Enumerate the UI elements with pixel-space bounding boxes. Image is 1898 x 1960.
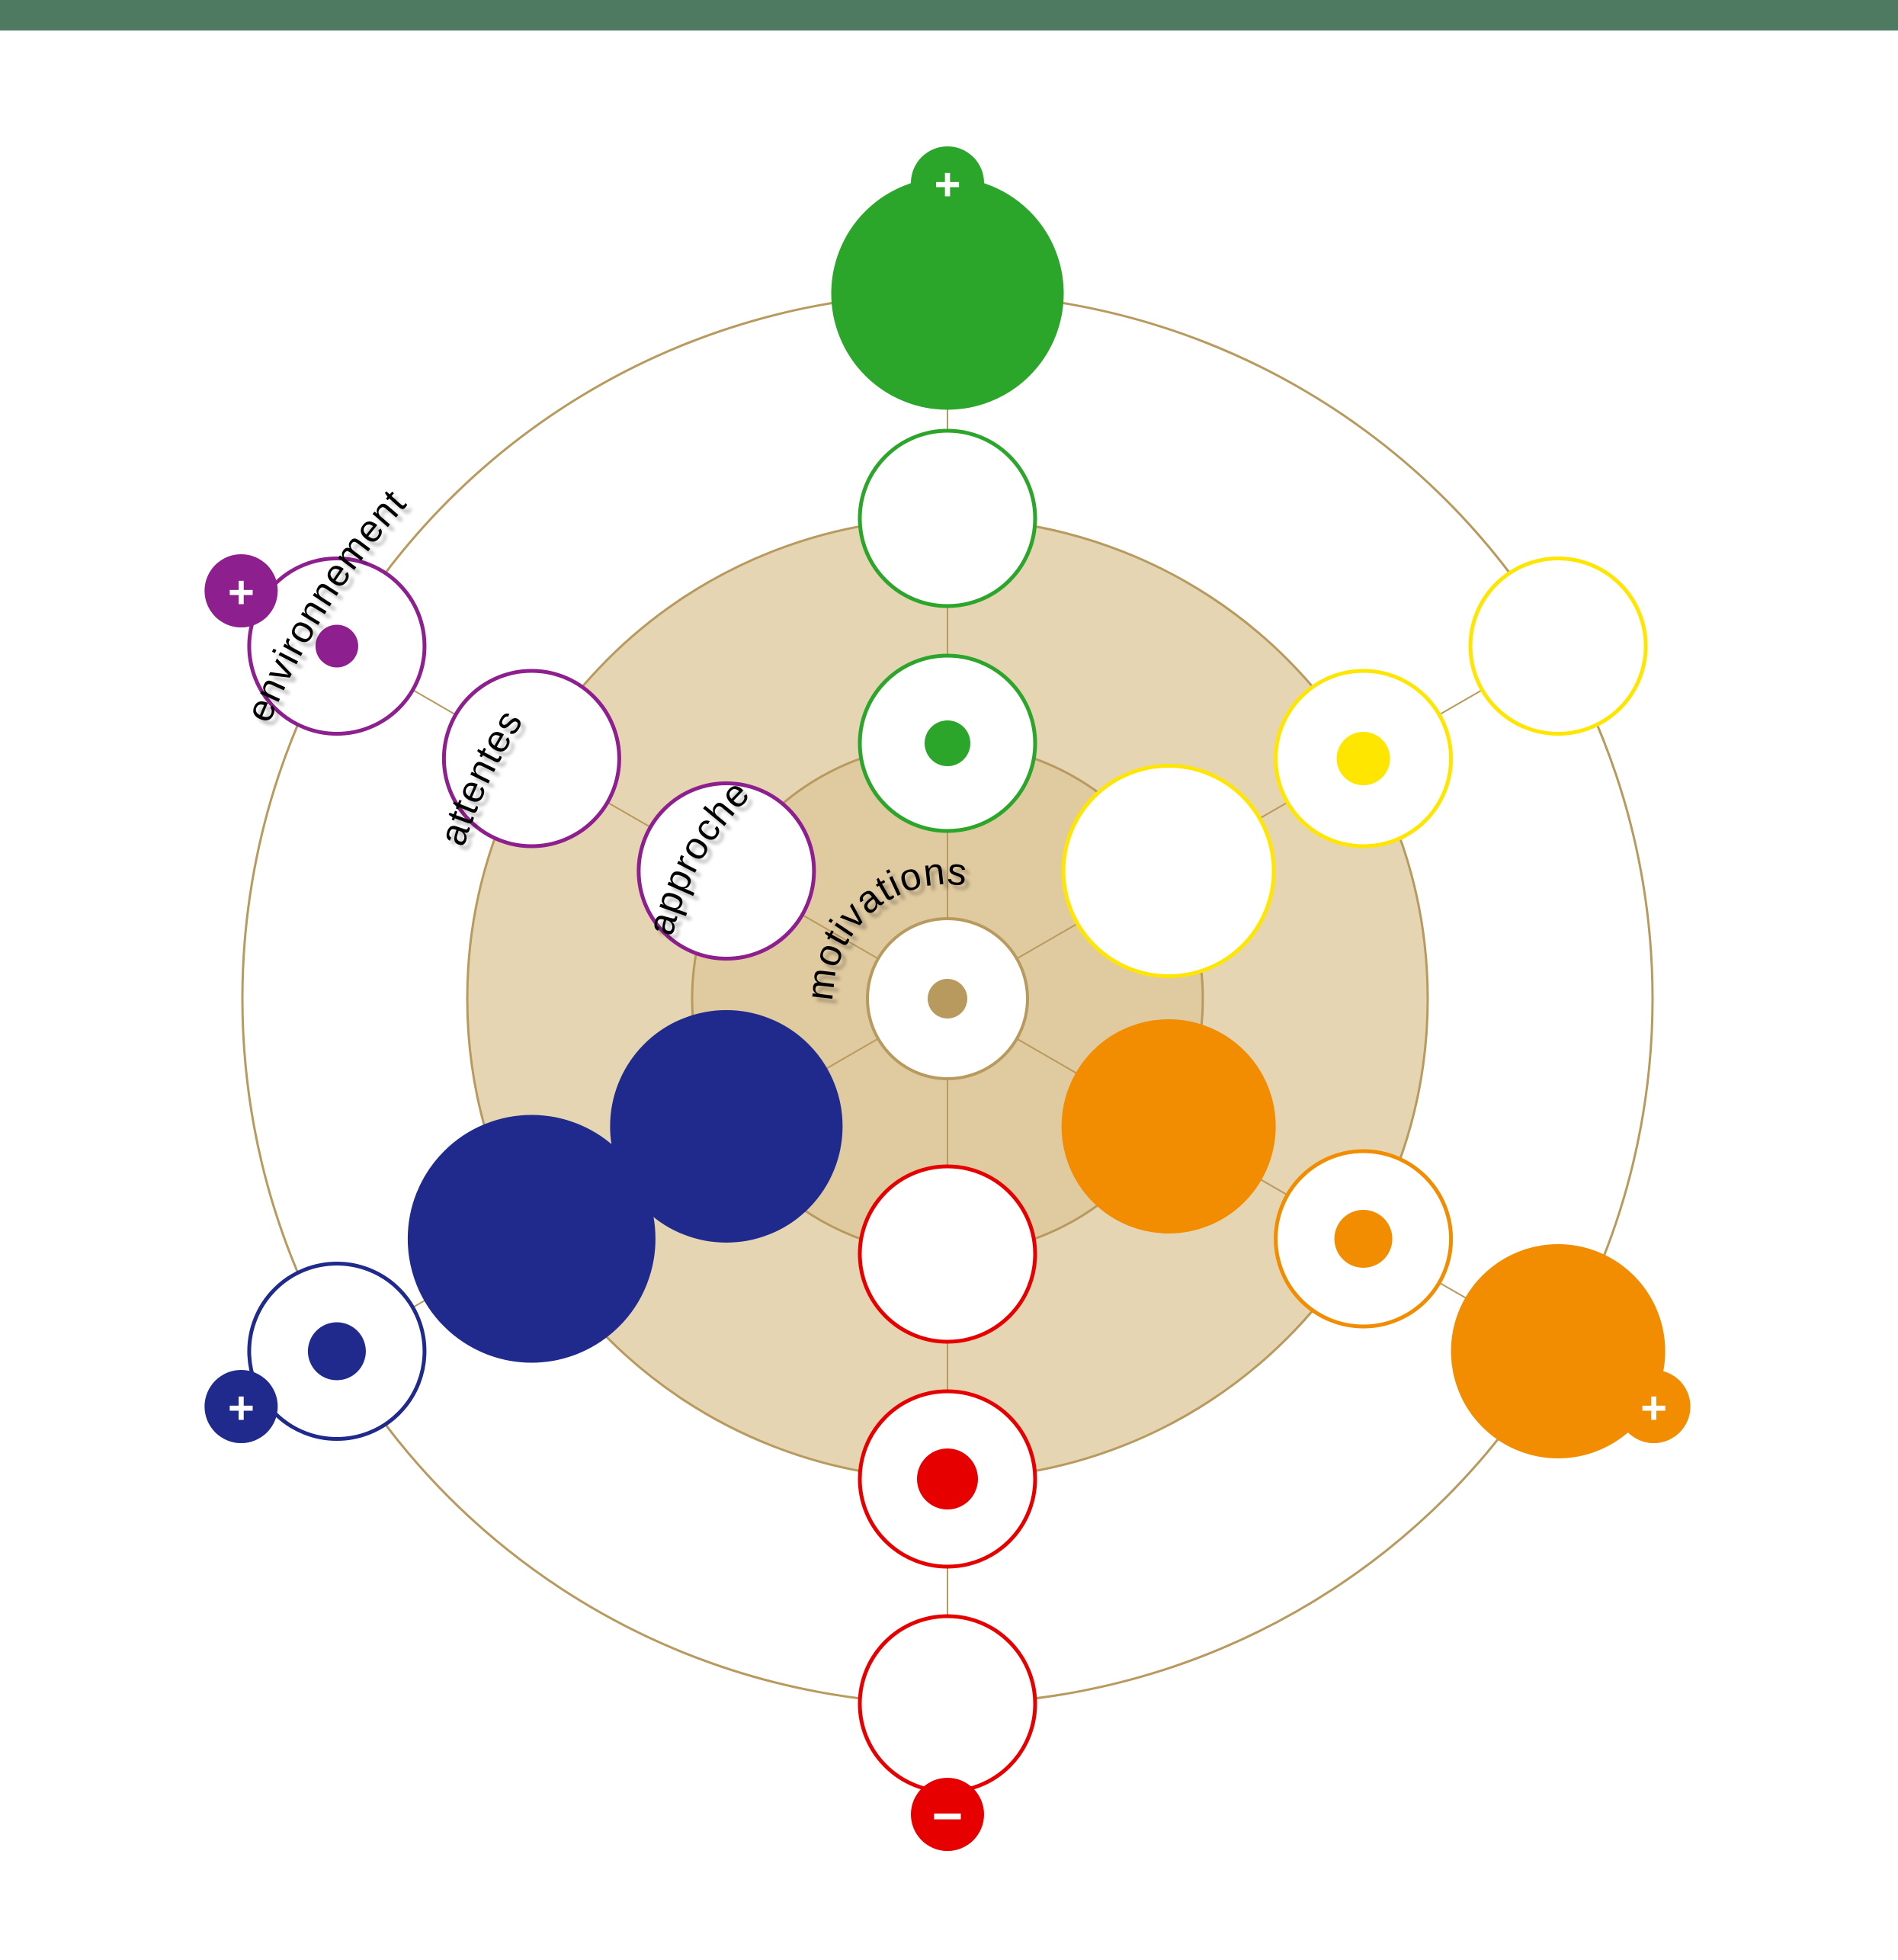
sign-glyph-red: − [932,1786,963,1846]
node-green-r2 [860,431,1035,606]
node-yellow-r3 [1470,559,1646,734]
center-node-dot [928,979,967,1018]
node-blue-r3-dot [308,1323,366,1381]
node-red-r3 [860,1616,1035,1792]
node-green-r1-dot [925,720,970,766]
node-red-r1 [860,1166,1035,1342]
sign-glyph-blue: + [228,1383,255,1434]
node-blue-r2 [409,1117,653,1361]
radial-diagram: ++−++environnementenvironnementattentesa… [0,30,1898,1960]
sign-glyph-orange: + [1640,1383,1667,1434]
sign-glyph-green: + [934,159,960,210]
node-yellow-r1 [1063,766,1274,977]
node-yellow-r2-dot [1337,732,1390,785]
sign-glyph-purple: + [228,567,255,618]
node-red-r2-dot [917,1448,978,1509]
top-bar [0,0,1898,30]
node-orange-r1 [1063,1022,1274,1232]
node-orange-r2-dot [1335,1210,1393,1268]
center-node [867,919,1028,1079]
